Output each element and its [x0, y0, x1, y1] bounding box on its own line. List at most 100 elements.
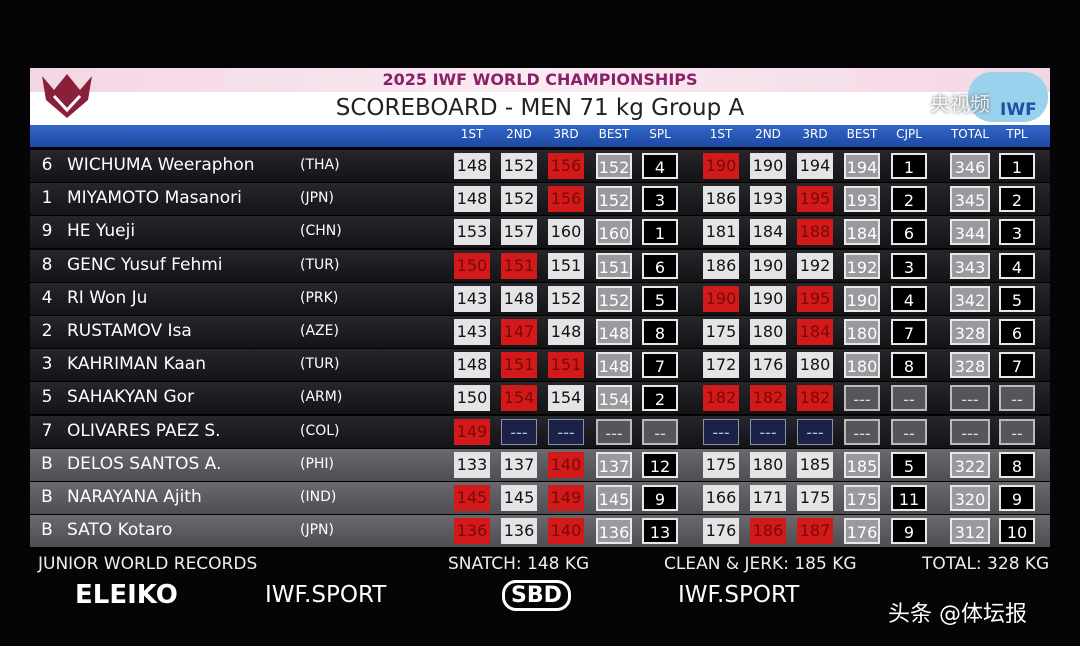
score-cell: 6 — [999, 319, 1035, 345]
score-cell: -- — [999, 385, 1035, 412]
score-cell: 193 — [750, 186, 786, 213]
sponsor-logo: ELEIKO — [75, 580, 178, 610]
event-title: 2025 IWF WORLD CHAMPIONSHIPS — [382, 70, 698, 89]
score-cell: 190 — [750, 252, 786, 279]
country: (PRK) — [300, 289, 339, 306]
records-title: JUNIOR WORLD RECORDS — [38, 554, 258, 574]
score-cell: --- — [950, 418, 990, 445]
athlete-name: RUSTAMOV Isa — [67, 321, 192, 341]
athlete-name: GENC Yusuf Fehmi — [67, 254, 223, 275]
score-cell: 5 — [891, 451, 927, 478]
athlete-name: MIYAMOTO Masanori — [67, 188, 242, 209]
athlete-row — [30, 316, 1050, 349]
athlete-row — [30, 349, 1050, 383]
score-cell: --- — [844, 385, 880, 412]
score-cell: 10 — [999, 518, 1035, 545]
record-total: TOTAL: 328 KG — [922, 554, 1050, 574]
score-cell: 137 — [501, 451, 537, 478]
score-cell: 195 — [797, 186, 833, 213]
score-cell: 150 — [454, 252, 490, 279]
sponsor-logo: IWF.SPORT — [678, 582, 800, 608]
column-header: TPL — [1006, 127, 1028, 141]
score-cell: 186 — [703, 252, 739, 279]
score-cell: 7 — [999, 352, 1035, 379]
score-cell: 151 — [501, 252, 537, 279]
athlete-name: RI Won Ju — [67, 287, 148, 308]
score-cell: 185 — [797, 451, 833, 478]
sponsor-logo: IWF.SPORT — [265, 582, 387, 608]
score-cell: 187 — [797, 518, 833, 545]
score-cell: 150 — [454, 385, 490, 412]
score-cell: --- — [750, 418, 786, 445]
score-cell: 4 — [642, 153, 678, 179]
score-cell: --- — [797, 418, 833, 445]
score-cell: 192 — [844, 252, 880, 279]
score-cell: 166 — [703, 485, 739, 511]
column-band — [30, 125, 1050, 147]
score-cell: 151 — [548, 252, 584, 279]
score-cell: 190 — [750, 285, 786, 312]
column-header: CJPL — [896, 127, 922, 141]
record-clean-jerk: CLEAN & JERK: 185 KG — [664, 554, 857, 574]
score-cell: 154 — [501, 385, 537, 412]
score-cell: 148 — [454, 153, 490, 179]
score-cell: 320 — [950, 485, 990, 511]
score-cell: 154 — [548, 385, 584, 412]
score-cell: 151 — [548, 352, 584, 379]
score-cell: 176 — [750, 352, 786, 379]
score-cell: 152 — [501, 186, 537, 213]
watermark: 央视频 — [930, 92, 990, 116]
athlete-name: NARAYANA Ajith — [67, 487, 202, 507]
score-cell: 152 — [596, 186, 632, 213]
score-cell: 175 — [844, 485, 880, 511]
score-cell: 190 — [750, 153, 786, 179]
score-cell: 5 — [642, 285, 678, 312]
score-cell: 156 — [548, 153, 584, 179]
country: (CHN) — [300, 223, 342, 240]
score-cell: 184 — [844, 219, 880, 246]
column-header: 1ST — [460, 127, 484, 141]
lot-number: 5 — [41, 387, 53, 408]
column-header: 3RD — [553, 127, 579, 141]
score-cell: 157 — [501, 219, 537, 246]
score-cell: 2 — [642, 385, 678, 412]
score-cell: 151 — [596, 252, 632, 279]
anniversary-badge — [968, 72, 1048, 122]
score-cell: 176 — [844, 518, 880, 545]
score-cell: 160 — [596, 219, 632, 246]
score-cell: 5 — [999, 285, 1035, 312]
score-cell: 181 — [703, 219, 739, 246]
score-cell: 151 — [501, 352, 537, 379]
score-cell: 148 — [454, 186, 490, 213]
country: (PHI) — [300, 455, 335, 472]
column-header: TOTAL — [950, 127, 990, 141]
score-cell: 1 — [999, 153, 1035, 179]
score-cell: -- — [891, 385, 927, 412]
lot-number: 6 — [41, 155, 53, 175]
score-cell: --- — [596, 418, 632, 445]
athlete-name: DELOS SANTOS A. — [67, 453, 222, 474]
score-cell: 152 — [501, 153, 537, 179]
score-cell: 175 — [703, 319, 739, 345]
athlete-row — [30, 382, 1050, 416]
score-cell: 175 — [797, 485, 833, 511]
lot-number: B — [41, 487, 53, 507]
score-cell: 185 — [844, 451, 880, 478]
score-cell: 182 — [797, 385, 833, 412]
lot-number: B — [41, 453, 53, 474]
score-cell: 9 — [891, 518, 927, 545]
score-cell: 148 — [548, 319, 584, 345]
score-cell: 176 — [703, 518, 739, 545]
score-cell: 3 — [891, 252, 927, 279]
athlete-name: OLIVARES PAEZ S. — [67, 420, 221, 441]
score-cell: 13 — [642, 518, 678, 545]
watermark: 头条 @体坛报 — [888, 602, 1027, 627]
country: (TUR) — [300, 356, 340, 373]
score-cell: 147 — [501, 319, 537, 345]
lot-number: B — [41, 520, 53, 541]
athlete-row — [30, 249, 1050, 283]
score-cell: 12 — [642, 451, 678, 478]
column-header: 2ND — [506, 127, 532, 141]
score-cell: 192 — [797, 252, 833, 279]
score-cell: 328 — [950, 319, 990, 345]
